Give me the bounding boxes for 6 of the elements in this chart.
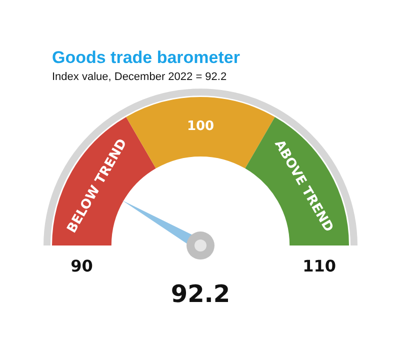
text: 90: [70, 256, 93, 276]
text: 110: [302, 256, 336, 276]
chart-subtitle: Index value, December 2022 = 92.2: [52, 71, 227, 84]
chart-title: Goods trade barometer: [52, 48, 240, 67]
slice-label: 100: [186, 119, 214, 134]
text: 92.2: [170, 280, 230, 308]
